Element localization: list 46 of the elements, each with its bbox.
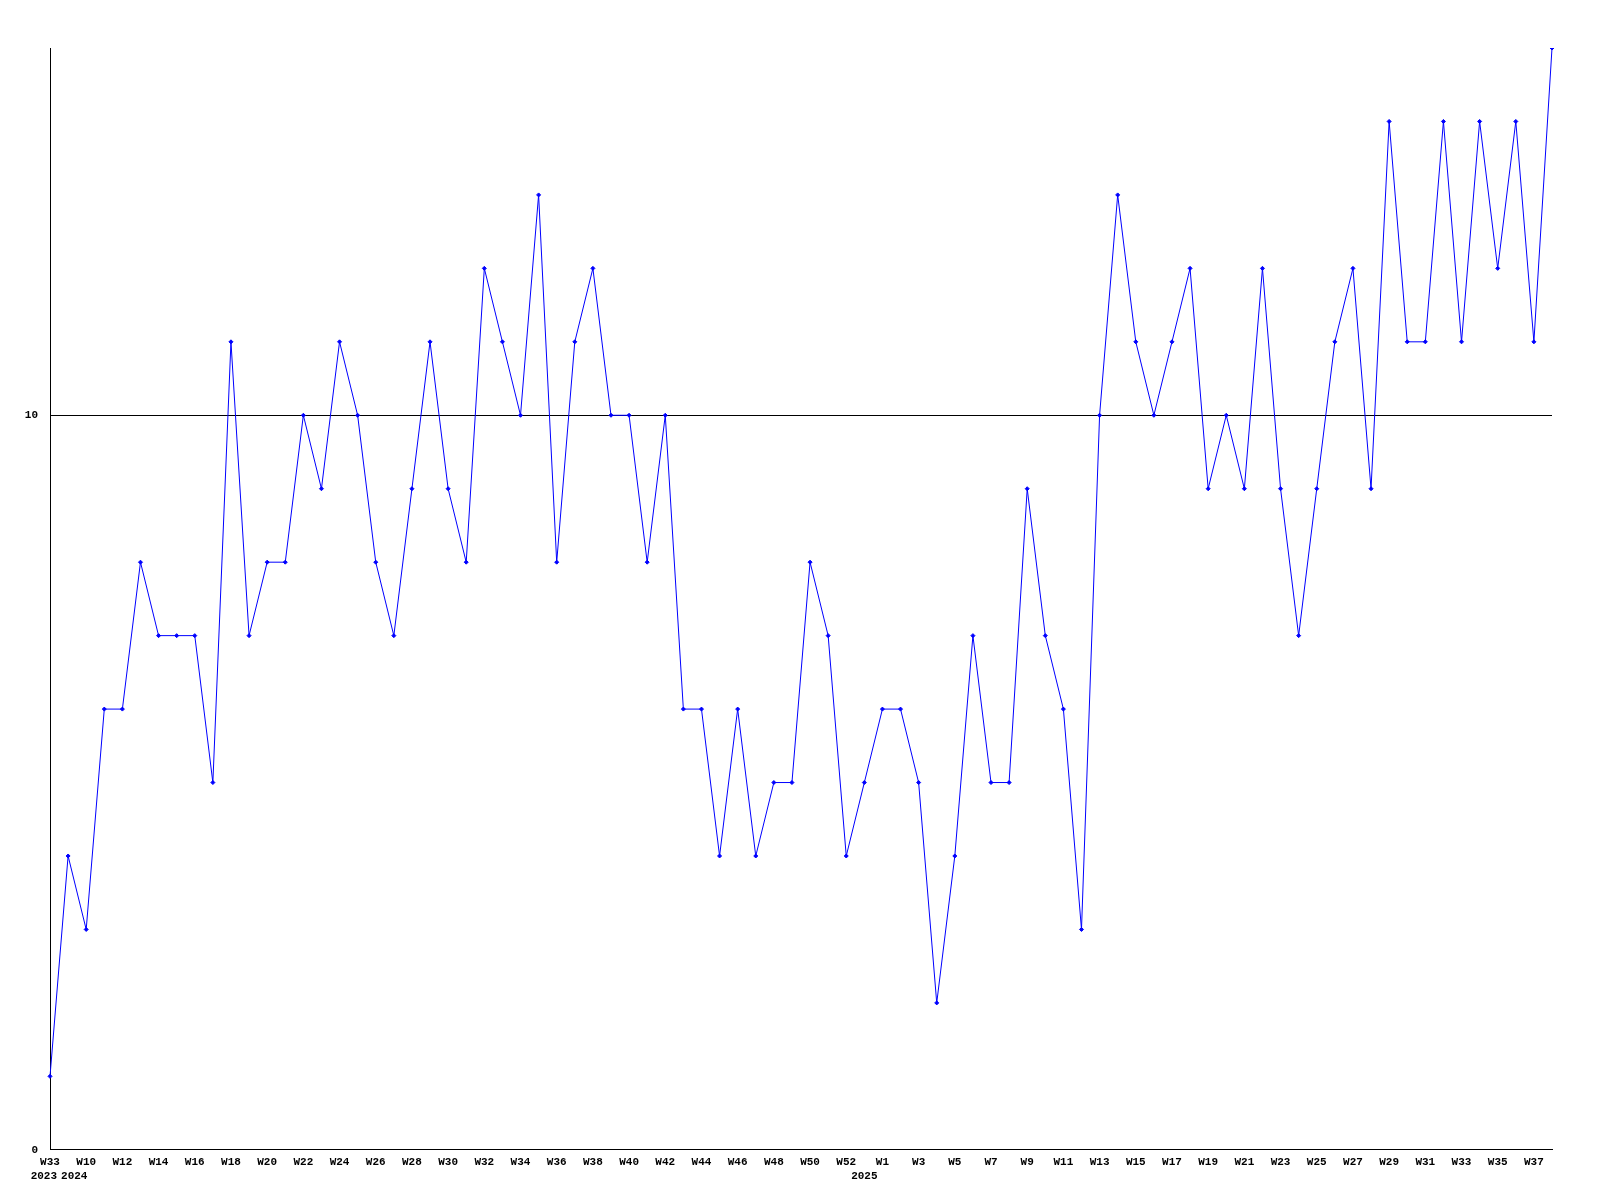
x-tick-label: W14 <box>148 1156 169 1169</box>
x-tick-label: W1 <box>875 1156 890 1169</box>
x-tick-label: W9 <box>1020 1156 1034 1169</box>
x-tick-label: W37 <box>1524 1156 1544 1169</box>
x-tick-label: W32 <box>474 1156 495 1169</box>
x-tick-label: W25 <box>1306 1156 1328 1169</box>
y-tick-label: 10 <box>24 409 38 422</box>
x-tick-label: W22 <box>293 1156 314 1169</box>
x-tick-label: W35 <box>1487 1156 1509 1169</box>
x-tick-label: W30 <box>438 1156 459 1169</box>
x-tick-label: W18 <box>221 1156 242 1169</box>
x-tick-label: W48 <box>763 1156 785 1169</box>
x-tick-label: W23 <box>1270 1156 1291 1169</box>
x-tick-label: W26 <box>365 1156 386 1169</box>
x-tick-label: W52 <box>836 1156 857 1169</box>
x-tick-label: W21 <box>1234 1156 1255 1169</box>
x-tick-label: W15 <box>1125 1156 1147 1169</box>
x-tick-label: W33 <box>1451 1156 1472 1169</box>
x-tick-label: W28 <box>402 1156 423 1169</box>
x-tick-label: W44 <box>691 1156 712 1169</box>
category-label: W33 2023 <box>30 1156 60 1183</box>
x-tick-label: W24 <box>329 1156 350 1169</box>
x-tick-label: W7 <box>984 1156 998 1169</box>
x-tick-label: W20 <box>257 1156 278 1169</box>
x-tick-label: W36 <box>546 1156 567 1169</box>
x-tick-label: W42 <box>655 1156 676 1169</box>
x-tick-label: W10 <box>76 1156 97 1169</box>
x-tick-label: W29 <box>1379 1156 1400 1169</box>
x-tick-label: W31 <box>1415 1156 1436 1169</box>
x-tick-label: W5 <box>948 1156 962 1169</box>
x-tick-label: W40 <box>619 1156 639 1169</box>
x-tick-label: W16 <box>184 1156 205 1169</box>
x-tick-label: W12 <box>112 1156 133 1169</box>
x-tick-label: W38 <box>582 1156 604 1169</box>
x-tick-label: W19 <box>1198 1156 1219 1169</box>
x-tick-label: W11 <box>1053 1156 1074 1169</box>
x-tick-label: 2025 <box>851 1170 878 1183</box>
x-tick-label: 2024 <box>61 1170 88 1183</box>
x-tick-label: W3 <box>912 1156 926 1169</box>
x-tick-label: W50 <box>800 1156 820 1169</box>
x-tick-label: W27 <box>1343 1156 1363 1169</box>
x-tick-label: W17 <box>1162 1156 1182 1169</box>
x-tick-label: W34 <box>510 1156 531 1169</box>
x-tick-label: W13 <box>1089 1156 1110 1169</box>
y-tick-label: 0 <box>31 1143 38 1156</box>
x-tick-label: W46 <box>727 1156 748 1169</box>
